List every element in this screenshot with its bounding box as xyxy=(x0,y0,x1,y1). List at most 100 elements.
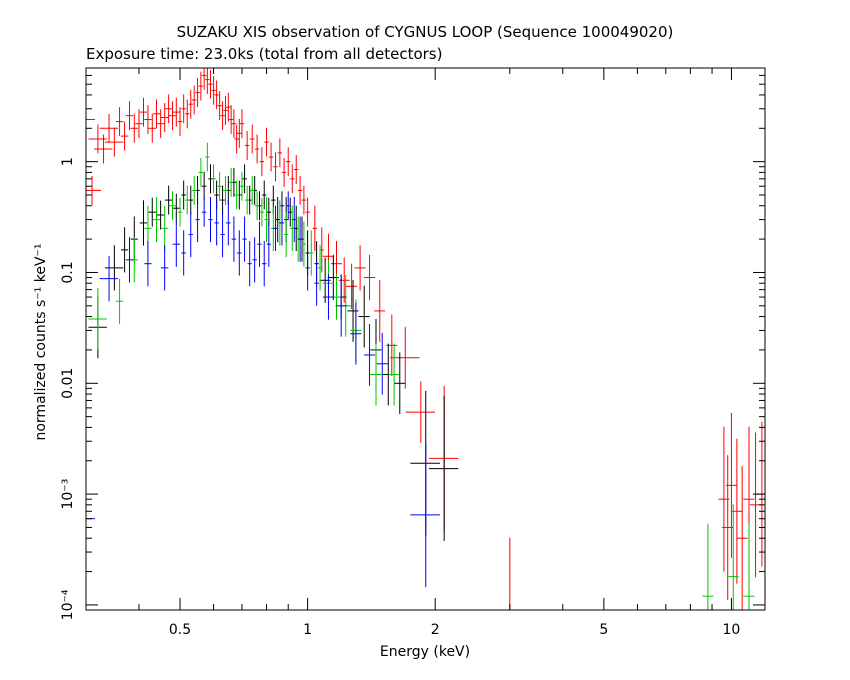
tick-layer: 0.5 1 2 5 10 1 0.1 0.01 10⁻³ 10⁻⁴ xyxy=(60,67,765,638)
y-tick-label: 10⁻⁴ xyxy=(60,589,76,620)
y-tick-label: 1 xyxy=(60,157,76,166)
data-point xyxy=(211,75,216,105)
data-point xyxy=(144,105,152,134)
data-point xyxy=(239,109,245,139)
data-point xyxy=(335,274,347,337)
data-point xyxy=(309,230,314,276)
data-point xyxy=(115,278,124,324)
data-point xyxy=(144,241,152,287)
data-point xyxy=(148,113,156,143)
x-tick-label: 1 xyxy=(303,622,312,638)
data-point xyxy=(273,152,278,182)
data-point xyxy=(139,200,148,246)
data-point xyxy=(338,257,350,303)
data-point xyxy=(262,180,267,210)
chart-title: SUZAKU XIS observation of CYGNUS LOOP (S… xyxy=(177,23,674,41)
data-point xyxy=(410,442,440,588)
data-point xyxy=(305,197,310,227)
data-point xyxy=(228,167,234,197)
data-point xyxy=(376,332,388,395)
data-point xyxy=(188,89,193,119)
data-point xyxy=(347,280,359,342)
data-point xyxy=(277,138,283,168)
data-point xyxy=(226,92,231,122)
x-tick-label: 5 xyxy=(599,622,608,638)
data-point xyxy=(231,109,237,139)
data-point xyxy=(88,288,107,350)
data-point xyxy=(394,352,406,415)
data-point xyxy=(195,78,200,108)
data-point xyxy=(208,196,213,243)
data-point xyxy=(85,105,95,134)
data-point xyxy=(259,197,265,227)
series-3 xyxy=(85,191,440,592)
data-point xyxy=(288,197,293,227)
data-point xyxy=(135,109,143,139)
x-tick-label: 2 xyxy=(431,622,440,638)
data-point xyxy=(259,147,265,177)
chart-subtitle: Exposure time: 23.0ks (total from all de… xyxy=(86,45,442,63)
data-point xyxy=(185,99,190,129)
data-point xyxy=(195,196,200,243)
data-point xyxy=(254,191,260,221)
data-point xyxy=(234,124,239,154)
data-point xyxy=(301,221,307,267)
data-point xyxy=(293,155,299,184)
data-point xyxy=(181,180,186,210)
data-point xyxy=(428,386,459,531)
data-point xyxy=(389,326,420,389)
y-tick-label: 10⁻³ xyxy=(60,479,76,510)
data-point xyxy=(345,263,358,309)
data-point xyxy=(99,256,119,302)
data-point xyxy=(201,171,207,201)
data-point xyxy=(191,85,197,115)
data-point xyxy=(148,197,156,227)
x-tick-label: 10 xyxy=(723,622,741,638)
data-point xyxy=(327,254,339,301)
data-point xyxy=(350,302,362,365)
data-point xyxy=(86,175,102,205)
data-point xyxy=(281,157,287,187)
data-point xyxy=(266,221,272,267)
data-point xyxy=(292,196,297,243)
data-point xyxy=(152,196,161,243)
data-point xyxy=(177,107,183,137)
data-point xyxy=(160,245,169,291)
data-point xyxy=(358,285,370,348)
data-point xyxy=(283,211,289,258)
data-point xyxy=(120,121,129,151)
data-point xyxy=(177,197,183,227)
data-point xyxy=(201,197,207,227)
y-tick-label: 0.1 xyxy=(60,261,76,283)
data-point xyxy=(405,381,436,443)
data-point xyxy=(374,280,386,342)
data-point xyxy=(172,221,180,267)
data-point xyxy=(237,230,242,276)
data-point xyxy=(220,101,225,131)
x-tick-label: 0.5 xyxy=(169,622,191,638)
data-point xyxy=(252,237,257,283)
data-point xyxy=(104,245,124,291)
data-point xyxy=(152,99,161,129)
data-point xyxy=(234,180,239,210)
data-point xyxy=(317,245,323,291)
data-point xyxy=(363,324,375,386)
data-point xyxy=(104,127,124,157)
plot-frame xyxy=(85,67,766,611)
data-point xyxy=(285,147,291,177)
data-point xyxy=(172,193,180,223)
data-point xyxy=(312,205,318,251)
data-point xyxy=(228,105,234,134)
data-point xyxy=(297,216,303,262)
data-point xyxy=(370,343,382,406)
data-point xyxy=(239,171,245,201)
data-point xyxy=(305,245,310,291)
data-point xyxy=(264,196,269,243)
data-point xyxy=(130,113,138,143)
data-point xyxy=(164,185,173,215)
data-point xyxy=(205,142,210,172)
data-point xyxy=(727,504,739,610)
data-point xyxy=(285,191,291,221)
data-point xyxy=(214,200,219,246)
